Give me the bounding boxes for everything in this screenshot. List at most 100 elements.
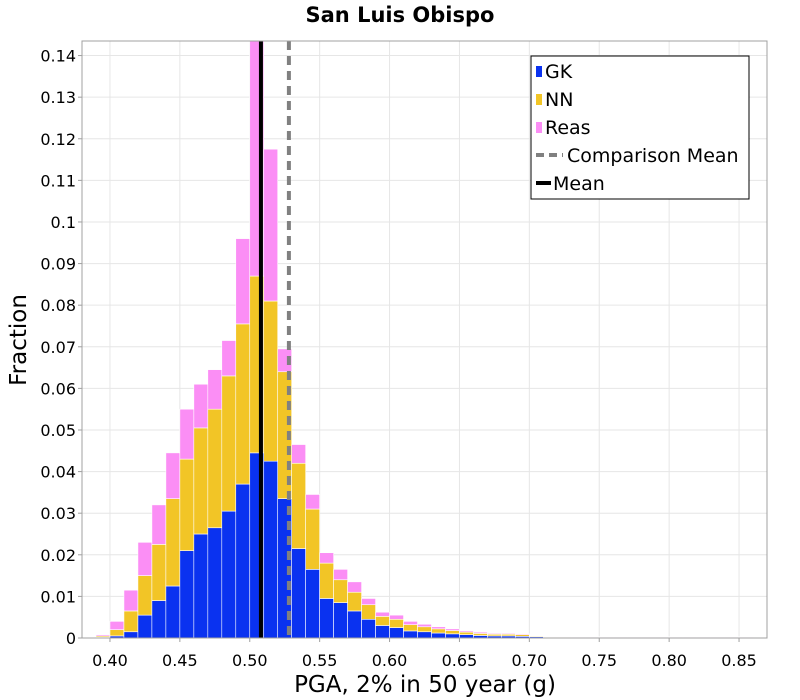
bar-nn xyxy=(431,628,446,634)
legend-label: Mean xyxy=(553,173,605,195)
y-tick-label: 0 xyxy=(66,629,76,648)
legend-box xyxy=(530,55,750,200)
chart-title: San Luis Obispo xyxy=(306,3,495,27)
bar-gk xyxy=(151,600,167,639)
bar-reas xyxy=(165,452,181,499)
bar-reas xyxy=(347,581,362,593)
bar-nn xyxy=(123,610,139,633)
legend-swatch xyxy=(536,94,542,105)
bar-reas xyxy=(277,348,292,373)
bar-reas xyxy=(151,504,167,545)
bar-gk xyxy=(375,625,390,639)
bar-reas xyxy=(445,628,460,631)
bar-nn xyxy=(375,616,390,626)
bar-gk xyxy=(417,631,432,639)
x-tick-label: 0.40 xyxy=(92,651,128,670)
bar-gk xyxy=(305,569,320,639)
y-tick-label: 0.11 xyxy=(40,171,76,190)
bar-reas xyxy=(179,408,195,460)
bar-gk xyxy=(333,602,348,639)
x-tick-label: 0.50 xyxy=(232,651,268,670)
y-tick-label: 0.12 xyxy=(40,130,76,149)
bar-reas xyxy=(361,598,376,606)
bar-nn xyxy=(361,604,376,620)
x-axis-label: PGA, 2% in 50 year (g) xyxy=(294,672,556,698)
x-axis-ticks: 0.40 0.45 0.50 0.55 0.60 0.65 0.70 0.75 0.80 0.85 xyxy=(92,638,757,670)
bar-reas xyxy=(221,340,237,377)
legend-label: NN xyxy=(545,89,573,111)
bar-gk xyxy=(179,550,195,639)
bar-nn xyxy=(305,508,320,570)
bar-gk xyxy=(361,618,376,639)
y-tick-label: 0.03 xyxy=(40,504,76,523)
x-tick-label: 0.80 xyxy=(651,651,687,670)
bar-gk xyxy=(403,630,418,639)
legend-label: Reas xyxy=(545,117,591,139)
bar-reas xyxy=(263,148,279,302)
mean-lines xyxy=(258,41,291,638)
bar-reas xyxy=(389,614,404,620)
bar-gk xyxy=(137,614,153,639)
bar-reas xyxy=(305,494,320,510)
bar-reas xyxy=(235,238,251,325)
bar-nn xyxy=(319,562,334,599)
y-tick-label: 0.07 xyxy=(40,338,76,357)
bar-nn xyxy=(473,633,488,636)
bar-gk xyxy=(347,610,362,639)
bar-nn xyxy=(137,575,153,616)
bar-gk xyxy=(319,598,334,639)
bar-gk xyxy=(123,631,139,639)
x-tick-label: 0.55 xyxy=(302,651,338,670)
bar-reas xyxy=(431,626,446,630)
bar-gk xyxy=(291,548,306,639)
bar-nn xyxy=(151,544,167,601)
legend-item: Reas xyxy=(536,117,591,139)
bar-nn xyxy=(445,630,460,635)
y-axis-ticks: 0 0.01 0.02 0.03 0.04 0.05 0.06 0.07 0.08 0.09 0.1… xyxy=(40,47,82,648)
x-tick-label: 0.60 xyxy=(372,651,408,670)
bar-reas xyxy=(207,369,223,410)
bar-reas xyxy=(459,630,474,633)
bar-nn xyxy=(347,591,362,612)
bar-gk xyxy=(193,533,209,639)
legend-swatch xyxy=(536,66,542,77)
x-tick-label: 0.85 xyxy=(721,651,757,670)
bar-reas xyxy=(193,383,209,429)
bar-reas xyxy=(319,552,334,564)
bar-nn xyxy=(291,462,306,549)
bar-nn xyxy=(417,626,432,633)
x-tick-label: 0.70 xyxy=(512,651,548,670)
bar-nn xyxy=(207,408,223,529)
bar-reas xyxy=(291,444,306,464)
bar-nn xyxy=(389,618,404,628)
bar-reas xyxy=(417,623,432,628)
y-tick-label: 0.01 xyxy=(40,587,76,606)
y-tick-label: 0.02 xyxy=(40,546,76,565)
bar-gk xyxy=(165,585,181,639)
plot-frame xyxy=(81,40,768,639)
bar-reas xyxy=(403,621,418,625)
bar-nn xyxy=(165,498,181,587)
bar-gk xyxy=(221,510,237,639)
bar-nn xyxy=(109,629,125,637)
bar-nn xyxy=(459,631,474,635)
legend-label: GK xyxy=(545,61,573,83)
y-tick-label: 0.04 xyxy=(40,463,76,482)
bar-gk xyxy=(235,483,251,639)
bar-reas xyxy=(95,634,111,637)
bar-gk xyxy=(389,627,404,639)
legend-item: GK xyxy=(536,61,573,83)
bar-reas xyxy=(375,611,390,617)
bar-nn xyxy=(193,427,209,535)
bar-reas xyxy=(473,631,488,634)
legend-item: Comparison Mean xyxy=(536,145,739,167)
legend-label: Comparison Mean xyxy=(567,145,739,167)
bar-reas xyxy=(109,621,125,630)
y-tick-label: 0.09 xyxy=(40,255,76,274)
bar-nn xyxy=(403,624,418,632)
bar-gk xyxy=(431,632,446,639)
x-tick-label: 0.65 xyxy=(442,651,478,670)
y-tick-label: 0.06 xyxy=(40,379,76,398)
bar-nn xyxy=(235,323,251,485)
x-tick-label: 0.45 xyxy=(162,651,198,670)
